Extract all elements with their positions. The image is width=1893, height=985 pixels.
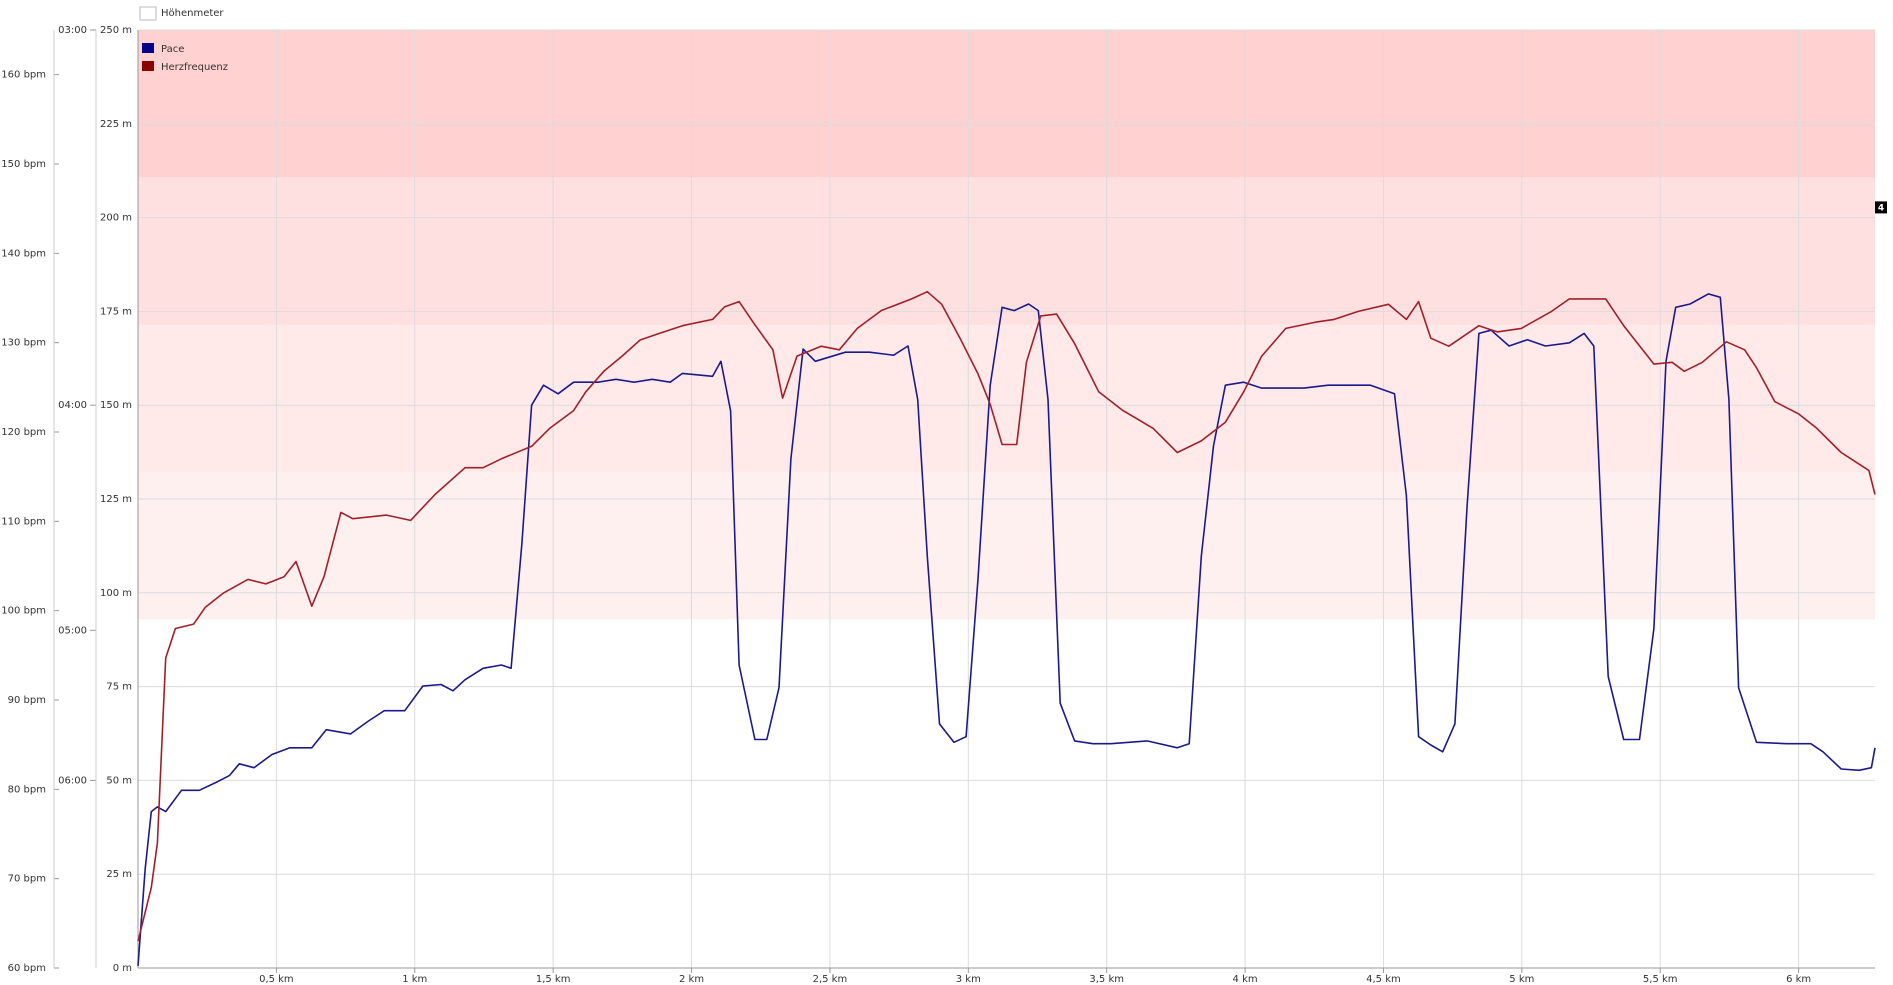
y3-tick-label: 03:00 [58,25,87,36]
y-tick-label: 150 m [100,400,132,411]
x-tick-label: 5,5 km [1643,974,1678,985]
hr-zone [138,324,1875,473]
legend-swatch [142,61,154,71]
y2-tick-label: 160 bpm [1,70,46,81]
y2-tick-label: 130 bpm [1,338,46,349]
x-tick-label: 3 km [956,974,981,985]
legend-swatch [139,6,157,21]
x-tick-label: 5 km [1509,974,1534,985]
y-tick-label: 75 m [106,682,132,693]
legend-label: Herzfrequenz [161,62,228,73]
x-tick-label: 6 km [1786,974,1811,985]
x-tick-label: 1 km [402,974,427,985]
y2-tick-label: 60 bpm [8,963,46,974]
series-line [137,290,1876,942]
y3-tick-label: 04:00 [58,400,87,411]
y-tick-label: 250 m [100,25,132,36]
y2-tick-label: 110 bpm [1,516,46,527]
hr-zone [138,30,1875,178]
y2-tick-label: 90 bpm [8,695,46,706]
zone-badge-label: 4 [1878,203,1884,213]
y2-tick-label: 140 bpm [1,248,46,259]
series-line [137,293,1876,966]
hr-zone [138,177,1875,325]
x-tick-label: 1,5 km [536,974,571,985]
x-tick-label: 2,5 km [813,974,848,985]
y2-tick-label: 100 bpm [1,606,46,617]
y-tick-label: 125 m [100,494,132,505]
y-tick-label: 225 m [100,119,132,130]
legend-label: Höhenmeter [161,8,224,19]
x-tick-label: 2 km [679,974,704,985]
legend-swatch [142,43,154,53]
y3-tick-label: 06:00 [58,775,87,786]
y2-tick-label: 70 bpm [8,874,46,885]
y2-tick-label: 120 bpm [1,427,46,438]
x-tick-label: 0,5 km [259,974,294,985]
y3-tick-label: 05:00 [58,625,87,636]
x-tick-label: 4 km [1233,974,1258,985]
x-tick-label: 3,5 km [1089,974,1124,985]
y-tick-label: 50 m [106,775,132,786]
y2-tick-label: 150 bpm [1,159,46,170]
legend-label: Pace [161,44,184,55]
y-tick-label: 0 m [113,963,132,974]
x-tick-label: 4,5 km [1366,974,1401,985]
y-tick-label: 25 m [106,869,132,880]
zone-badge [1875,201,1887,214]
y-tick-label: 175 m [100,306,132,317]
y-tick-label: 100 m [100,588,132,599]
y2-tick-label: 80 bpm [8,784,46,795]
y-tick-label: 200 m [100,213,132,224]
hr-zone [138,472,1875,620]
